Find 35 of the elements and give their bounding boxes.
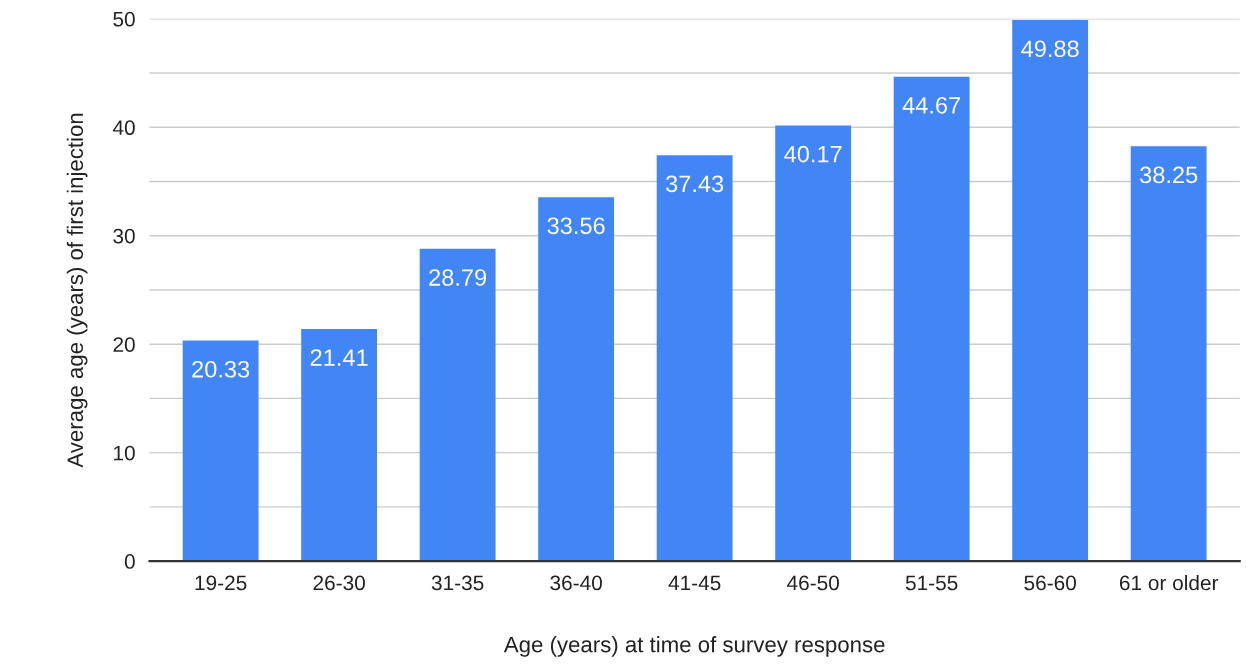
y-tick-label: 40 [112, 120, 135, 136]
x-tick-label: 61 or older [1119, 575, 1219, 591]
y-tick-label: 30 [113, 228, 135, 244]
data-label: 40.17 [784, 145, 842, 163]
x-tick-label: 36-40 [550, 575, 602, 591]
data-label: 20.33 [192, 360, 250, 378]
bar [1130, 146, 1207, 562]
bar [182, 340, 259, 562]
bar [301, 328, 378, 562]
x-tick-label: 26-30 [313, 575, 365, 591]
bar [775, 125, 852, 562]
y-tick-label: 50 [113, 11, 135, 27]
bar [1012, 20, 1089, 562]
bar [656, 155, 733, 562]
data-label: 28.79 [429, 269, 487, 286]
bar [893, 76, 970, 562]
data-label: 38.25 [1140, 166, 1198, 184]
x-tick-label: 31-35 [431, 575, 484, 591]
y-tick-label: 10 [114, 445, 135, 461]
y-tick-label: 20 [113, 337, 135, 352]
data-label: 37.43 [666, 175, 724, 193]
x-axis-title: Age (years) at time of survey response [503, 636, 885, 657]
x-tick-label: 41-45 [668, 575, 721, 591]
y-tick-label: 0 [124, 554, 135, 569]
x-tick-label: 56-60 [1024, 575, 1076, 591]
bar [538, 197, 615, 562]
bar [419, 248, 496, 562]
data-label: 44.67 [902, 96, 961, 114]
x-tick-label: 19-25 [195, 575, 247, 591]
data-label: 21.41 [310, 349, 368, 366]
y-axis-title: Average age (years) of first injection [66, 113, 88, 468]
x-tick-label: 46-50 [786, 575, 839, 591]
data-label: 49.88 [1021, 40, 1079, 58]
data-label: 33.56 [547, 217, 605, 235]
x-tick-label: 51-55 [905, 575, 958, 591]
